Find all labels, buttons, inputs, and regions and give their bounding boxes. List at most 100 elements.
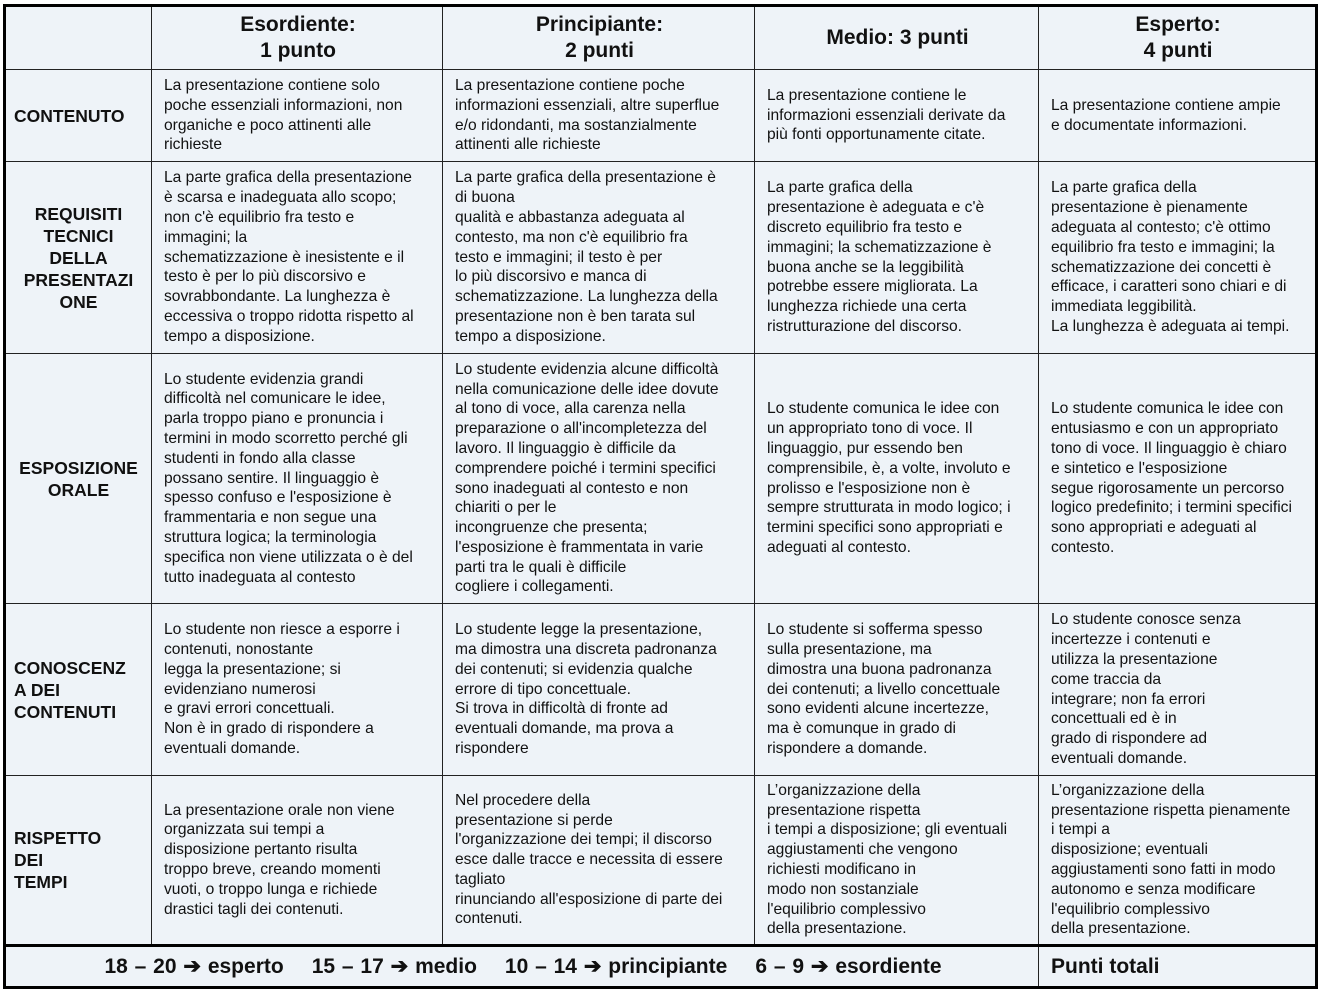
text-line: testo è per lo più discorsivo e (164, 268, 366, 286)
descriptor-cell: Nel procedere della presentazione si perd… (442, 775, 755, 946)
text-line: organizzata sui tempi a (164, 821, 325, 839)
score-range: 6 – 9 (755, 954, 805, 978)
text-line: contenuti. (455, 910, 523, 928)
score-scale-legend: 18 – 20 ➔ esperto 15 – 17 ➔ medio 10 – 14 … (4, 944, 1039, 988)
text-line: Non è in grado di rispondere a (164, 720, 374, 738)
text-line: e gravi errori concettuali. (164, 700, 335, 718)
text-line: lavoro. Il linguaggio è difficile da (455, 439, 676, 457)
text-line: della presentazione. (1051, 920, 1191, 938)
text-line: sono evidenti alcune incertezze, (767, 700, 989, 718)
text-line: presentazione è pienamente (1051, 199, 1248, 217)
arrow-right-icon: ➔ (183, 954, 201, 978)
text-line: DELLA (49, 247, 108, 268)
text-line: disposizione; eventuali (1051, 841, 1208, 859)
text-line: nella comunicazione delle idee dovute (455, 380, 719, 398)
text-line: L’organizzazione della (767, 781, 921, 799)
text-line: 1 punto (260, 39, 336, 62)
text-line: schematizzazione è inesistente e il (164, 248, 405, 266)
descriptor-cell: La presentazione orale non viene organizz… (151, 775, 443, 946)
score-range: 10 – 14 (504, 954, 577, 978)
text-line: presentazione rispetta (767, 801, 921, 819)
text-line: comprensibile, è, a volte, involuto e (767, 459, 1011, 477)
text-line: Lo studente evidenzia alcune difficoltà (455, 360, 719, 378)
text-line: entusiasmo e con un appropriato (1051, 420, 1279, 438)
level-name: esordiente (835, 954, 942, 978)
text-line: Lo studente conosce senza (1051, 611, 1241, 629)
criterion-label: RISPETTO DEI TEMPI (4, 775, 152, 946)
text-line: rinunciando all'esposizione di parte dei (455, 890, 723, 908)
text-line: attinenti alle richieste (455, 136, 601, 154)
scale-item: 6 – 9 ➔ esordiente (755, 955, 941, 978)
text-line: drastici tagli dei contenuti. (164, 900, 344, 918)
text-line: immagini; la (164, 228, 248, 246)
text-line: autonomo e senza modificare (1051, 880, 1256, 898)
text-line: logico predefinito; i termini specifici (1051, 499, 1292, 517)
text-line: aggiustamenti sono fatti in modo (1051, 861, 1276, 878)
text-line: e/o ridondanti, ma sostanzialmente (455, 116, 697, 134)
text-line: efficace, i caratteri sono chiari e di (1051, 278, 1287, 296)
text-line: della presentazione. (767, 920, 907, 938)
text-line: l'esposizione è frammentata in varie (455, 538, 704, 556)
text-line: presentazione è adeguata e c'è (767, 199, 985, 217)
criterion-row: RISPETTO DEI TEMPI La presentazione orale n… (4, 775, 1317, 946)
descriptor-cell: Lo studente comunica le idee con entusias… (1038, 353, 1317, 604)
text-line: Esordiente: (240, 13, 356, 36)
text-line: RISPETTO (14, 828, 102, 848)
descriptor-cell: La presentazione contiene solo poche esse… (151, 69, 443, 162)
text-line: prolisso e l'esposizione non è (767, 479, 971, 497)
total-points-cell: Punti totali (1038, 944, 1317, 988)
text-line: CONTENUTI (14, 701, 117, 722)
scale-item: 18 – 20 ➔ esperto (104, 955, 283, 978)
criterion-label: ESPOSIZIONE ORALE (4, 353, 152, 604)
text-line: Esperto: (1135, 13, 1221, 36)
text-line: e documentate informazioni. (1051, 116, 1247, 134)
descriptor-cell: Lo studente conosce senza incertezze i co… (1038, 603, 1317, 776)
descriptor-cell: Lo studente comunica le idee con un appro… (754, 353, 1039, 604)
text-line: La presentazione orale non viene (164, 801, 395, 819)
text-line: schematizzazione. La lunghezza della (455, 288, 718, 306)
scale-item: 10 – 14 ➔ principiante (505, 955, 727, 978)
descriptor-cell: Lo studente non riesce a esporre i conten… (151, 603, 443, 776)
text-line: presentazione rispetta pienamente (1051, 801, 1291, 819)
text-line: parla troppo piano e pronuncia i (164, 410, 384, 428)
text-line: ma dimostra una discreta padronanza (455, 641, 717, 658)
text-line: chiariti o per le (455, 499, 557, 517)
descriptor-cell: La presentazione contiene poche informazi… (442, 69, 755, 162)
text-line: La presentazione contiene poche (455, 76, 685, 94)
text-line: organiche e poco attinenti alle (164, 116, 372, 134)
text-line: ristrutturazione del discorso. (767, 317, 963, 335)
criterion-row: ESPOSIZIONE ORALE Lo studente evidenzia gr… (4, 353, 1317, 604)
text-line: PRESENTAZI (23, 269, 134, 290)
text-line: al tono di voce, alla carenza nella (455, 400, 686, 418)
text-line: La lunghezza è adeguata ai tempi. (1051, 317, 1290, 335)
arrow-right-icon: ➔ (583, 954, 602, 978)
text-line: troppo breve, creando momenti (164, 861, 381, 878)
descriptor-cell: Lo studente legge la presentazione, ma di… (442, 603, 755, 776)
text-line: Si trova in difficoltà di fronte ad (455, 700, 668, 718)
text-line: sulla presentazione, ma (767, 641, 932, 658)
text-line: rispondere a domande. (767, 739, 928, 757)
text-line: un appropriato tono di voce. Il (767, 420, 973, 438)
text-line: Nel procedere della (455, 791, 591, 809)
text-line: disposizione pertanto risulta (164, 841, 358, 859)
descriptor-cell: La parte grafica della presentazione è di… (442, 161, 755, 354)
descriptor-cell: La parte grafica della presentazione è ad… (754, 161, 1039, 354)
text-line: più fonti opportunamente citate. (767, 126, 986, 144)
descriptor-cell: La presentazione contiene ampie e documen… (1038, 69, 1317, 162)
evaluation-rubric-table: Esordiente: 1 punto Principiante: 2 punti Me… (3, 4, 1318, 989)
scale-item: 15 – 17 ➔ medio (312, 955, 477, 978)
text-line: informazioni essenziali, altre superflue (455, 96, 720, 114)
text-line: Lo studente si sofferma spesso (767, 621, 983, 639)
text-line: La parte grafica della (767, 179, 913, 197)
text-line: incongruenze che presenta; (455, 519, 648, 537)
text-line: rispondere (455, 739, 529, 757)
text-line: comprendere poiché i termini specifici (455, 459, 716, 477)
text-line: evidenziano numerosi (164, 680, 316, 698)
level-name: medio (415, 954, 477, 978)
text-line: grado di rispondere ad (1051, 730, 1208, 748)
level-header-3: Medio: 3 punti (754, 5, 1039, 70)
descriptor-cell: L’organizzazione della presentazione risp… (1038, 775, 1317, 946)
arrow-right-icon: ➔ (390, 954, 409, 978)
text-line: TECNICI (43, 225, 114, 246)
text-line: incertezze i contenuti e (1051, 631, 1211, 649)
